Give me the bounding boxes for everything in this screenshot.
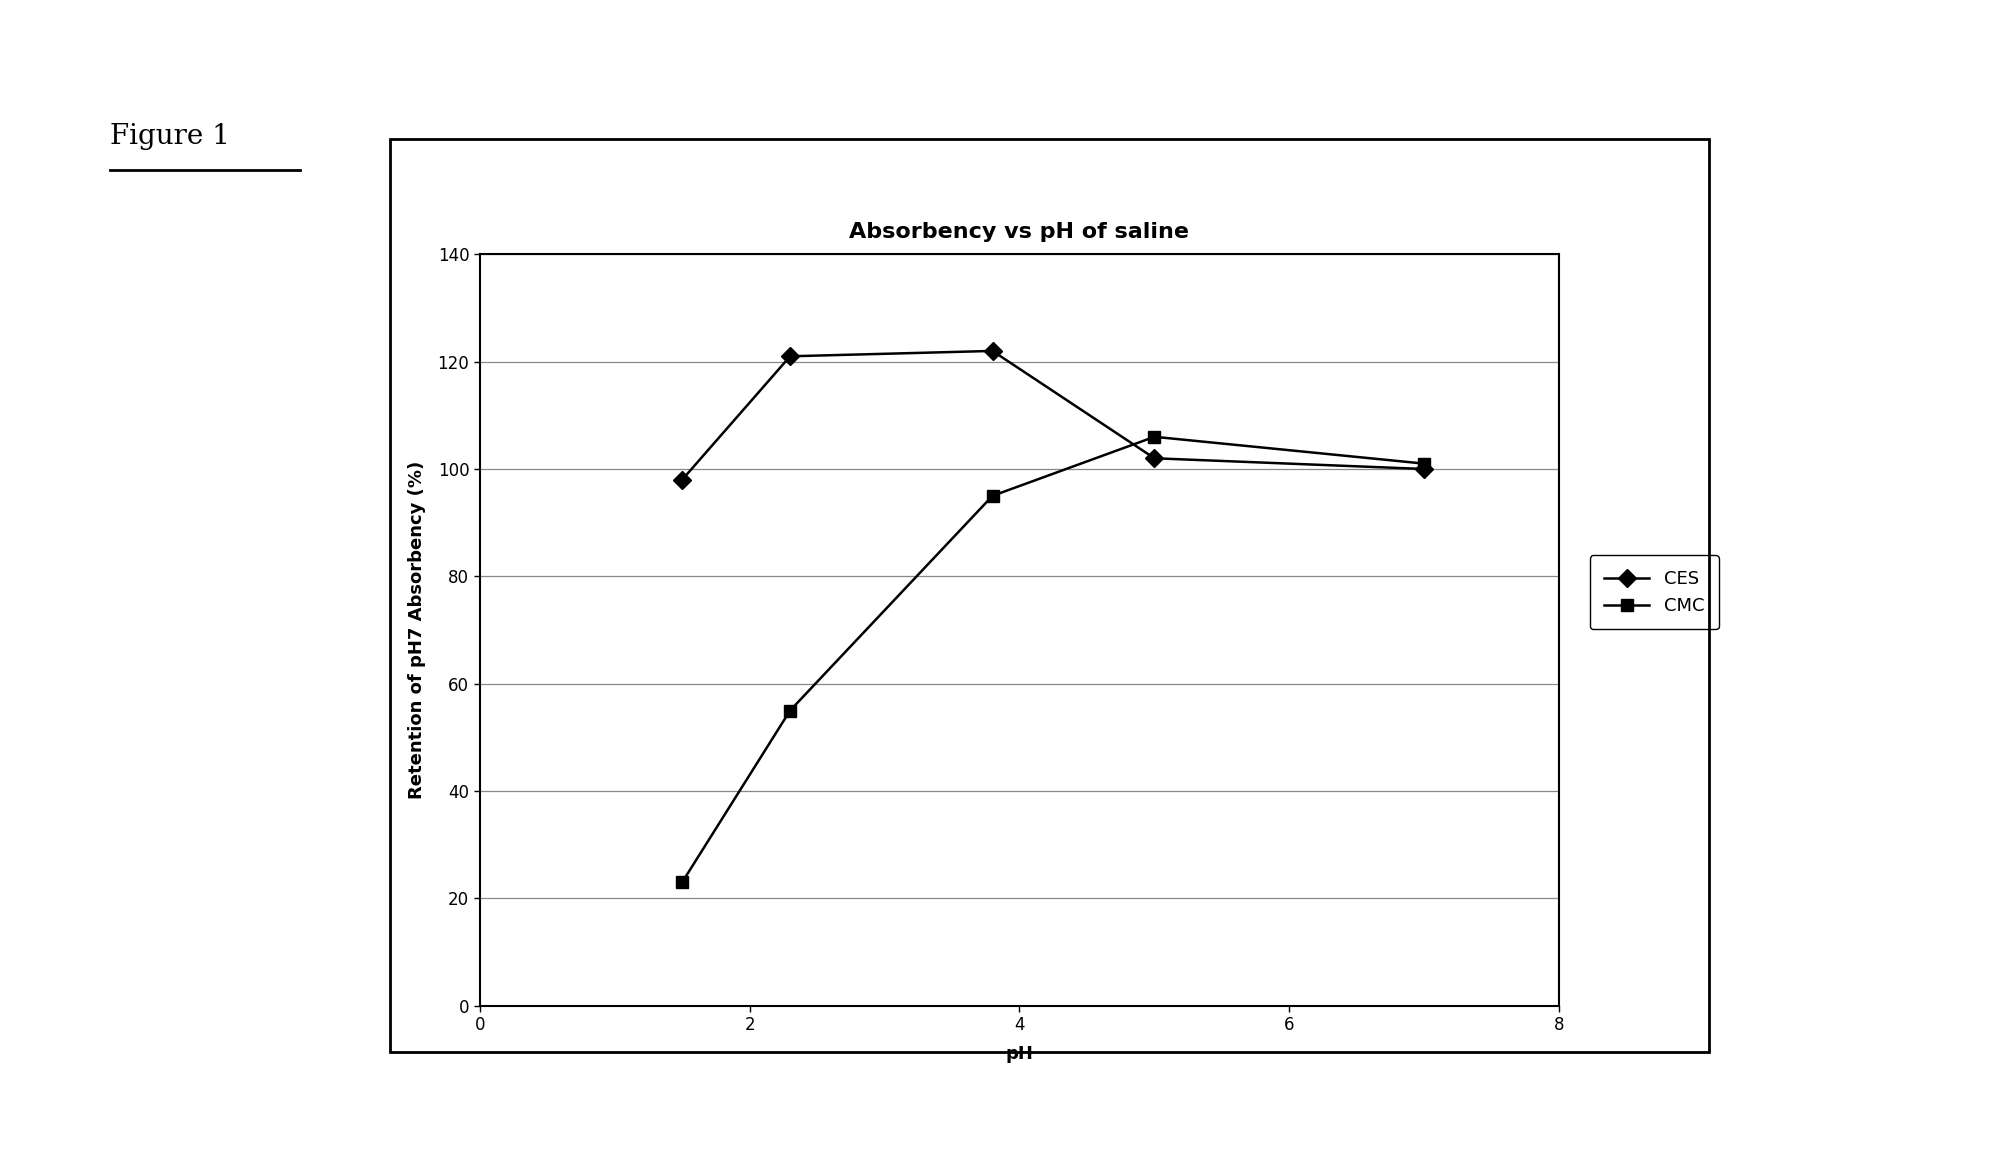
- Line: CMC: CMC: [675, 430, 1431, 889]
- CES: [1411, 462, 1435, 476]
- Y-axis label: Retention of pH7 Absorbency (%): Retention of pH7 Absorbency (%): [408, 461, 426, 799]
- CES: [777, 349, 801, 363]
- Text: Figure 1: Figure 1: [110, 124, 230, 150]
- Line: CES: CES: [675, 344, 1431, 486]
- Legend: CES, CMC: CES, CMC: [1588, 556, 1718, 629]
- CMC: [777, 704, 801, 718]
- CMC: [979, 489, 1003, 503]
- CMC: [1411, 457, 1435, 470]
- CMC: [669, 875, 693, 889]
- CES: [979, 344, 1003, 358]
- CMC: [1143, 430, 1167, 444]
- Title: Absorbency vs pH of saline: Absorbency vs pH of saline: [849, 222, 1189, 242]
- X-axis label: pH: pH: [1005, 1045, 1033, 1064]
- CES: [1143, 451, 1167, 465]
- CES: [669, 473, 693, 487]
